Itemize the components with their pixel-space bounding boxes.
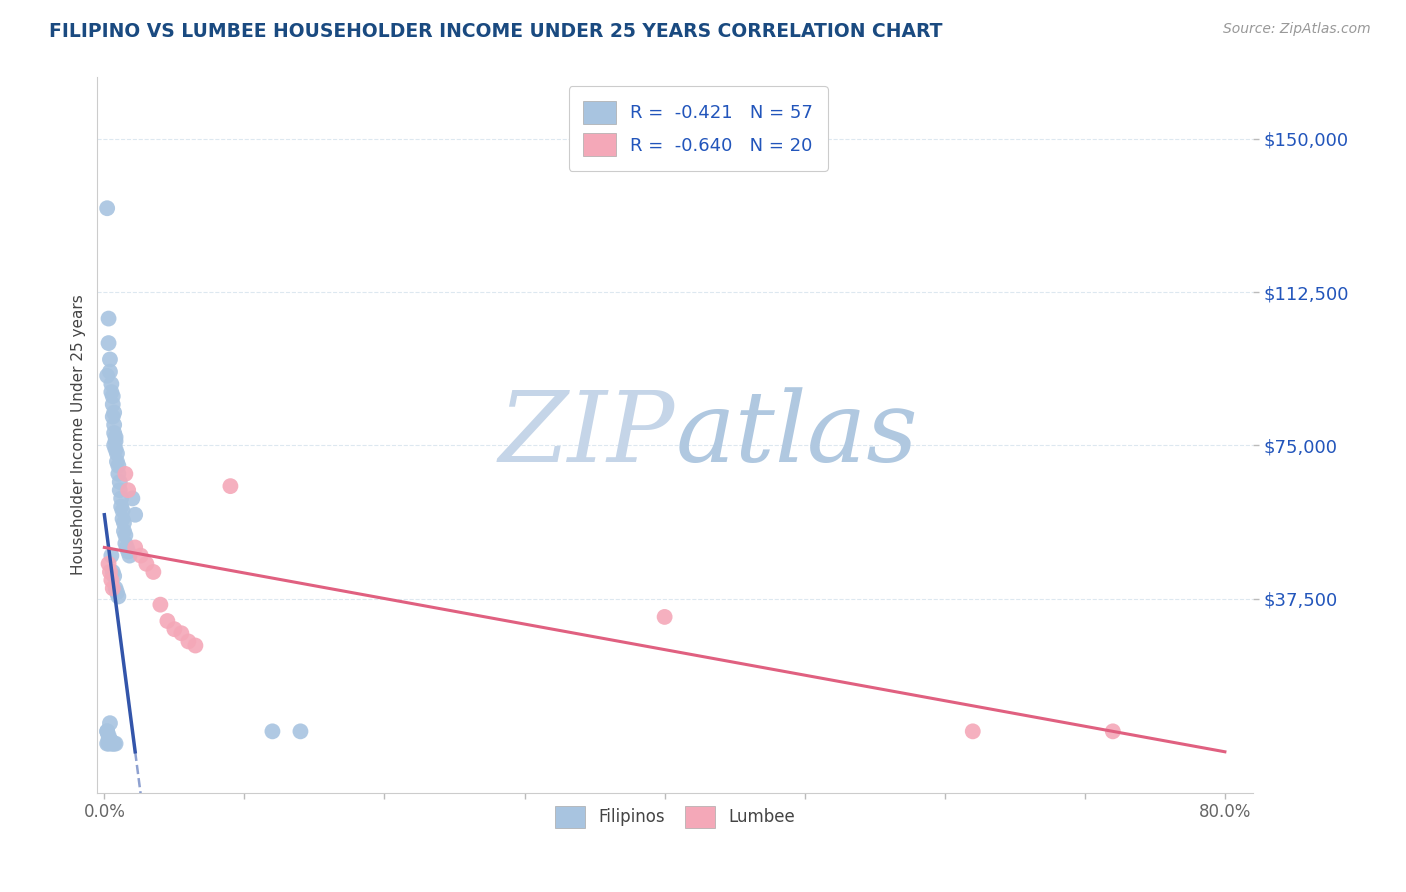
Text: ZIP: ZIP [499, 387, 675, 483]
Point [97, 728, 120, 742]
Point [115, 541, 138, 555]
Point [654, 610, 676, 624]
Point [112, 516, 135, 530]
Point [98, 352, 121, 367]
Point [100, 385, 122, 400]
Point [100, 734, 122, 748]
Point [142, 565, 165, 579]
Point [100, 573, 122, 587]
Point [103, 406, 125, 420]
Point [114, 536, 136, 550]
Point [118, 549, 141, 563]
Point [97, 336, 120, 351]
Point [101, 582, 124, 596]
Point [1101, 724, 1123, 739]
Point [97, 737, 120, 751]
Point [104, 442, 127, 457]
Point [124, 541, 146, 555]
Point [101, 737, 124, 751]
Point [103, 569, 125, 583]
Point [112, 524, 135, 538]
Point [170, 626, 193, 640]
Point [104, 434, 127, 449]
Point [124, 508, 146, 522]
Point [149, 598, 172, 612]
Point [105, 455, 128, 469]
Point [163, 622, 186, 636]
Point [107, 590, 129, 604]
Y-axis label: Householder Income Under 25 years: Householder Income Under 25 years [72, 294, 86, 575]
Point [111, 503, 134, 517]
Point [105, 585, 128, 599]
Point [114, 467, 136, 481]
Point [103, 425, 125, 440]
Point [117, 483, 139, 498]
Point [104, 582, 127, 596]
Point [100, 376, 122, 391]
Point [104, 430, 127, 444]
Point [100, 549, 122, 563]
Point [290, 724, 312, 739]
Point [114, 528, 136, 542]
Point [110, 491, 132, 506]
Point [96, 724, 118, 739]
Point [156, 614, 179, 628]
Point [103, 438, 125, 452]
Point [117, 544, 139, 558]
Text: FILIPINO VS LUMBEE HOUSEHOLDER INCOME UNDER 25 YEARS CORRELATION CHART: FILIPINO VS LUMBEE HOUSEHOLDER INCOME UN… [49, 22, 942, 41]
Point [135, 557, 157, 571]
Point [98, 716, 121, 731]
Point [107, 458, 129, 473]
Point [101, 397, 124, 411]
Point [129, 549, 152, 563]
Legend: Filipinos, Lumbee: Filipinos, Lumbee [548, 799, 801, 834]
Point [108, 475, 131, 489]
Point [962, 724, 984, 739]
Point [107, 467, 129, 481]
Point [108, 483, 131, 498]
Point [177, 634, 200, 648]
Point [96, 368, 118, 383]
Point [100, 737, 122, 751]
Point [103, 417, 125, 432]
Point [101, 389, 124, 403]
Point [97, 557, 120, 571]
Point [97, 732, 120, 747]
Point [101, 409, 124, 424]
Text: Source: ZipAtlas.com: Source: ZipAtlas.com [1223, 22, 1371, 37]
Point [96, 724, 118, 739]
Point [111, 512, 134, 526]
Point [262, 724, 284, 739]
Point [98, 565, 121, 579]
Text: atlas: atlas [675, 387, 918, 483]
Point [96, 737, 118, 751]
Point [103, 737, 125, 751]
Point [96, 201, 118, 215]
Point [98, 732, 121, 747]
Point [219, 479, 242, 493]
Point [105, 446, 128, 460]
Point [101, 565, 124, 579]
Point [104, 737, 127, 751]
Point [110, 500, 132, 514]
Point [97, 311, 120, 326]
Point [184, 639, 207, 653]
Point [98, 365, 121, 379]
Point [121, 491, 143, 506]
